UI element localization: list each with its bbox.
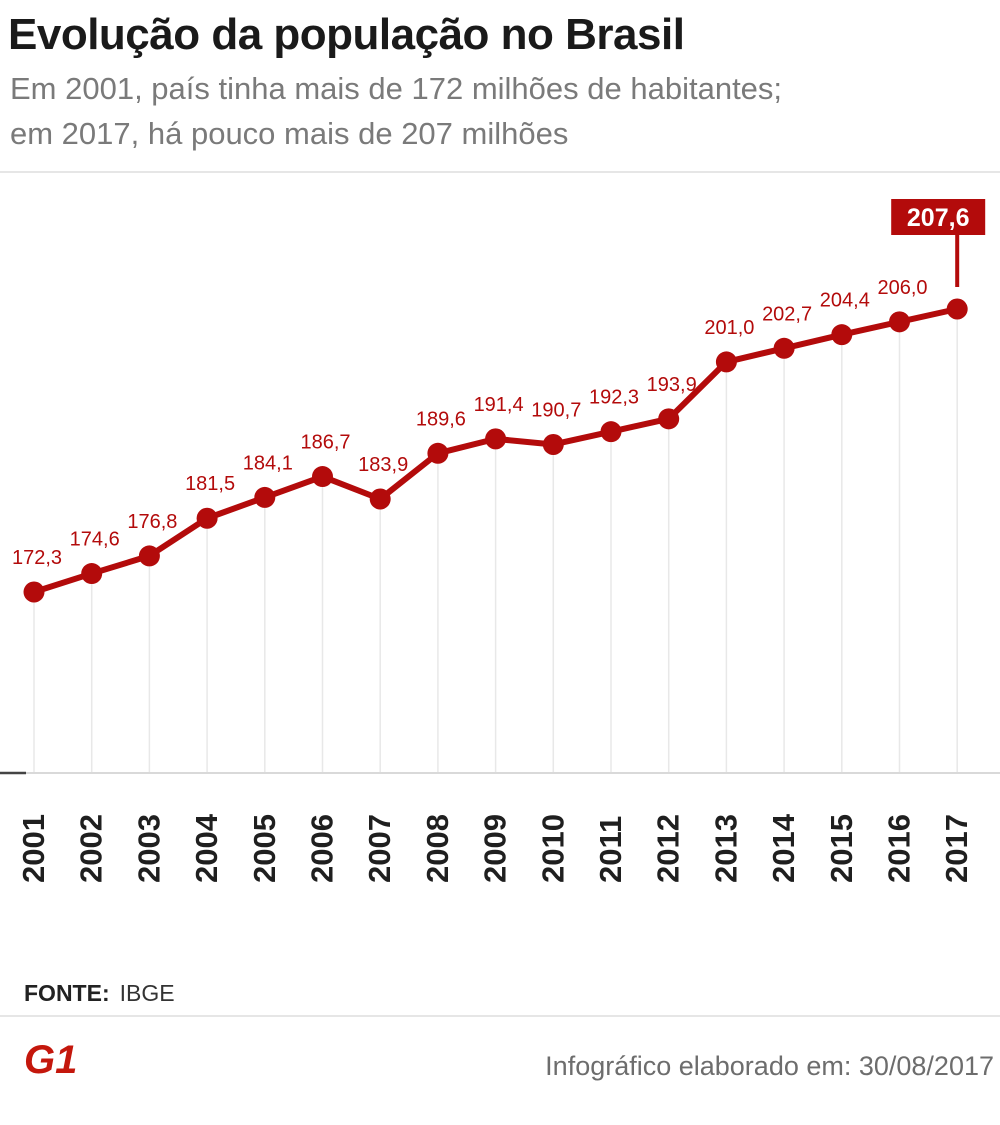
label-layer: 172,3 174,6 176,8 181,5 184,1 186,7 183,9 189,6… [12,199,986,569]
source-note: FONTE: IBGE [24,980,175,1007]
data-point [600,421,622,443]
highlight-data-label: 207,6 [907,204,970,232]
data-point [427,442,449,464]
subtitle-line-1: Em 2001, país tinha mais de 172 milhões … [10,71,783,106]
x-tick-label: 2005 [247,814,282,883]
x-tick-label: 2014 [766,813,801,883]
data-point [485,428,507,450]
source-value: IBGE [119,980,175,1006]
data-label: 174,6 [70,529,120,551]
data-point [23,581,45,603]
x-tick-label: 2015 [824,814,859,883]
data-point [369,488,391,510]
axis-layer: 2001 2002 2003 2004 2005 2006 2007 2008 2009 2010… [0,771,1000,883]
credit-note: Infográfico elaborado em: 30/08/2017 [545,1051,994,1081]
source-label: FONTE: [24,980,110,1006]
data-label: 204,4 [820,290,870,312]
x-tick-label: 2017 [939,814,974,883]
x-tick-label: 2003 [131,814,166,883]
data-label: 191,4 [474,394,524,416]
data-label: 206,0 [877,277,927,299]
series-layer [23,298,968,603]
x-tick-label: 2009 [478,814,513,883]
data-label: 201,0 [704,317,754,339]
data-point [312,466,333,488]
bottom-divider [0,1015,1000,1017]
g1-logo: G1 [24,1040,77,1078]
chart-title: Evolução da população no Brasil [8,10,685,59]
subtitle-line-2: em 2017, há pouco mais de 207 milhões [10,116,569,151]
data-label: 193,9 [647,374,697,396]
data-point [196,507,218,529]
highlight-label-box [891,199,986,235]
data-point [773,337,795,359]
data-point [889,311,910,333]
data-point [658,408,680,430]
data-label: 190,7 [531,399,581,421]
population-line-chart: 2001 2002 2003 2004 2005 2006 2007 2008 2009 2010… [0,199,1000,883]
x-tick-label: 2004 [189,813,224,883]
data-point [138,545,160,567]
data-point [254,486,276,508]
chart-subtitle: Em 2001, país tinha mais de 172 milhões … [10,66,990,156]
data-label: 172,3 [12,547,62,569]
data-label: 184,1 [243,452,293,474]
data-label: 176,8 [127,511,177,533]
data-point [831,324,853,346]
x-tick-label: 2001 [16,814,51,883]
x-tick-label: 2012 [651,814,686,883]
x-tick-label: 2010 [535,814,570,883]
x-tick-label: 2011 [593,816,628,883]
data-point [715,351,737,373]
top-divider [0,171,1000,173]
x-tick-label: 2006 [305,814,340,883]
data-point [542,433,564,455]
data-label: 189,6 [416,408,466,430]
data-point [946,298,968,320]
x-tick-label: 2008 [420,814,455,883]
x-tick-label: 2013 [708,814,743,883]
x-tick-label: 2016 [882,814,917,883]
data-label: 186,7 [300,432,350,454]
data-label: 183,9 [358,454,408,476]
data-label: 202,7 [762,303,812,325]
g1-logo-text: G1 [24,1040,77,1078]
data-label: 181,5 [185,473,235,495]
grid-layer [33,309,958,773]
data-point [81,563,103,585]
data-label: 192,3 [589,387,639,409]
x-tick-label: 2007 [362,814,397,883]
x-tick-label: 2002 [74,814,109,883]
